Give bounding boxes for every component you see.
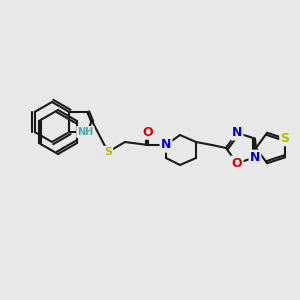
Text: O: O <box>143 125 153 139</box>
Text: O: O <box>232 157 242 170</box>
Text: NH: NH <box>77 127 93 137</box>
Text: S: S <box>104 147 112 157</box>
Text: N: N <box>250 151 260 164</box>
Text: N: N <box>161 139 171 152</box>
Text: S: S <box>280 132 290 145</box>
Text: N: N <box>232 126 242 139</box>
